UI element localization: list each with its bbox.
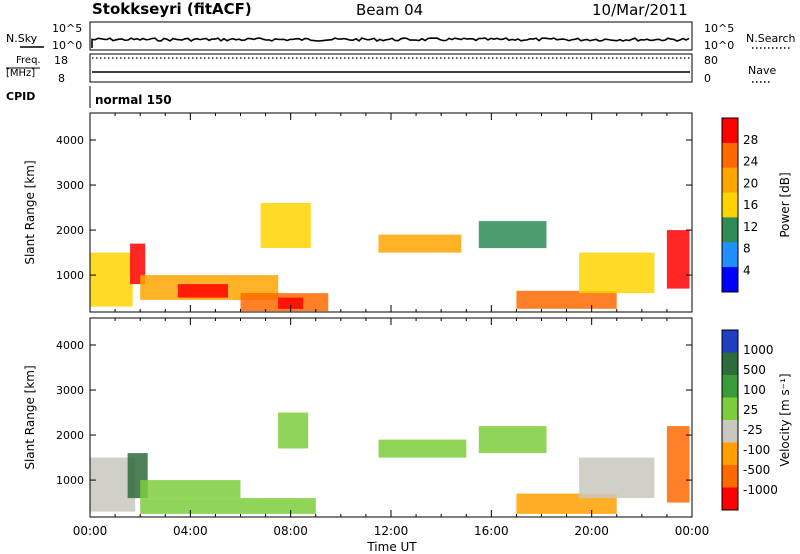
data-region-7	[378, 234, 462, 253]
y-tick-label: 2000	[56, 224, 84, 237]
colorbar-tick-label: 16	[743, 198, 758, 212]
x-axis-label: Time UT	[366, 540, 417, 554]
colorbar-tick-label: -100	[743, 443, 770, 457]
nsky-trace	[91, 37, 690, 48]
y-axis-label: Slant Range [km]	[23, 160, 37, 264]
nave-tick-top: 80	[704, 54, 718, 67]
colorbar-swatch	[722, 217, 738, 243]
colorbar-tick-label: -25	[743, 423, 763, 437]
cpid-value: normal 150	[95, 93, 172, 107]
nave-tick-bottom: 0	[704, 72, 711, 85]
data-region-8	[478, 221, 547, 249]
nave-label: Nave	[748, 64, 776, 77]
data-region-5	[278, 297, 304, 309]
data-region-1	[130, 243, 146, 285]
nsky-strip	[89, 21, 693, 51]
colorbar-tick-label: 4	[743, 263, 751, 277]
data-region-6	[478, 426, 547, 454]
colorbar-swatch	[722, 397, 738, 421]
data-region-5	[378, 439, 467, 458]
data-region-2	[140, 480, 241, 499]
velocity-panel: 4000 3000 2000 1000 Slant Range [km]	[23, 317, 693, 518]
colorbar-swatch	[722, 420, 738, 443]
colorbar-tick-label: 28	[743, 133, 758, 147]
colorbar-tick-label: 24	[743, 155, 758, 169]
freq-tick-bottom: 8	[58, 72, 65, 85]
power-panel: 4000 3000 2000 1000 Slant Range [km]	[23, 112, 693, 313]
x-tick-label: 04:00	[173, 524, 208, 538]
colorbar-swatch	[722, 167, 738, 194]
colorbar-tick-label: 8	[743, 242, 751, 256]
colorbar-tick-label: 25	[743, 403, 758, 417]
colorbar-swatch	[722, 192, 738, 218]
colorbar-swatch	[722, 465, 738, 488]
colorbar-swatch	[722, 267, 738, 293]
station-title: Stokkseyri (fitACF)	[92, 0, 252, 18]
data-region-3	[177, 284, 228, 298]
colorbar-swatch	[722, 375, 738, 398]
colorbar-tick-label: 20	[743, 176, 758, 190]
nsky-tick-bottom: 10^0	[52, 39, 82, 52]
colorbar-frame	[721, 117, 739, 293]
colorbar-swatch	[722, 142, 738, 169]
y-axis-label: Slant Range [km]	[23, 365, 37, 469]
colorbar-tick-label: 500	[743, 363, 766, 377]
x-tick-label: 20:00	[574, 524, 609, 538]
colorbar-swatch	[722, 487, 738, 511]
data-region-3	[140, 498, 316, 514]
data-region-9	[666, 426, 690, 503]
y-tick-label: 1000	[56, 474, 84, 487]
time-axis: 00:00 04:00 08:00 12:00 16:00 20:00 00:00	[73, 524, 710, 538]
x-tick-label: 00:00	[73, 524, 108, 538]
y-tick-label: 4000	[56, 339, 84, 352]
nsky-tick-top: 10^5	[52, 22, 82, 35]
x-tick-label: 00:00	[675, 524, 710, 538]
nsearch-tick-bottom: 10^0	[704, 39, 734, 52]
data-region-0	[90, 252, 133, 307]
nsky-label: N.Sky	[6, 32, 38, 45]
velocity-colorbar: 1000 500 100 25 -25 -100 -500 -1000 Velocity [m …	[721, 329, 792, 511]
data-region-7	[516, 493, 617, 514]
y-tick-label: 3000	[56, 384, 84, 397]
data-region-4	[278, 412, 309, 449]
colorbar-tick-label: -1000	[743, 483, 778, 497]
freq-strip	[89, 53, 693, 83]
data-region-6	[260, 203, 311, 248]
freq-unit-label: [MHz]	[6, 68, 35, 79]
y-tick-label: 3000	[56, 179, 84, 192]
power-colorbar: 28 24 20 16 12 8 4 Power [dB]	[721, 117, 792, 293]
data-region-11	[666, 230, 690, 289]
x-tick-label: 08:00	[273, 524, 308, 538]
freq-label: Freq.	[16, 55, 41, 66]
data-region-10	[579, 252, 655, 294]
data-region-9	[516, 290, 617, 309]
colorbar-frame	[721, 329, 739, 511]
y-tick-label: 4000	[56, 134, 84, 147]
colorbar-label: Power [dB]	[778, 172, 792, 237]
date-title: 10/Mar/2011	[592, 1, 688, 19]
beam-title: Beam 04	[356, 1, 423, 19]
colorbar-swatch	[722, 118, 738, 144]
colorbar-tick-label: -500	[743, 463, 770, 477]
freq-tick-top: 18	[54, 54, 68, 67]
colorbar-tick-label: 1000	[743, 343, 774, 357]
nsearch-label: N.Search	[746, 32, 796, 45]
data-region-8	[579, 457, 655, 499]
colorbar-label: Velocity [m s⁻¹]	[778, 373, 792, 466]
colorbar-swatch	[722, 352, 738, 376]
colorbar-swatch	[722, 442, 738, 466]
x-tick-label: 12:00	[374, 524, 409, 538]
y-tick-label: 1000	[56, 269, 84, 282]
colorbar-tick-label: 12	[743, 220, 758, 234]
cpid-label: CPID	[6, 90, 35, 103]
colorbar-swatch	[722, 330, 738, 353]
colorbar-swatch	[722, 242, 738, 268]
y-tick-label: 2000	[56, 429, 84, 442]
x-tick-label: 16:00	[474, 524, 509, 538]
colorbar-tick-label: 100	[743, 383, 766, 397]
nsearch-tick-top: 10^5	[704, 22, 734, 35]
